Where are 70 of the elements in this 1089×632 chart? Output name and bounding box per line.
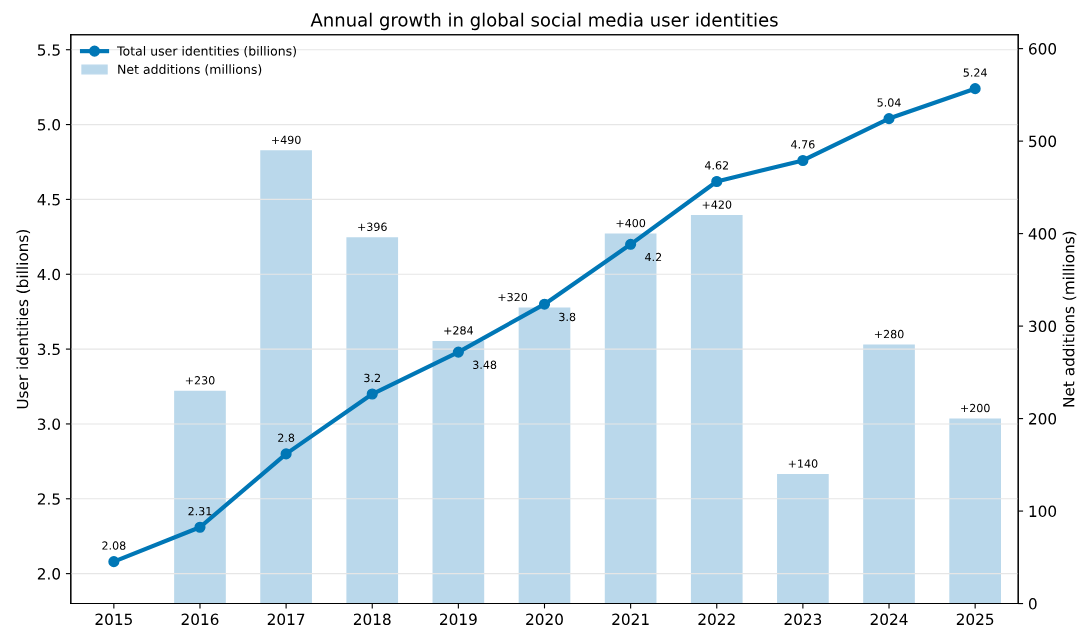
point	[711, 175, 723, 188]
x-tick-label: 2015	[95, 613, 132, 626]
x-tick-label: 2021	[612, 613, 649, 626]
data-label: 5.04	[877, 98, 901, 107]
y-tick-label: 2.5	[37, 493, 60, 505]
x-tick-label: 2023	[784, 613, 822, 626]
bar	[690, 215, 743, 604]
y2-tick-label: 100	[1029, 505, 1057, 518]
x-tick-label: 2024	[870, 613, 908, 626]
data-label: +200	[961, 403, 990, 413]
bar	[777, 474, 829, 604]
point	[797, 154, 809, 167]
data-label: +230	[185, 376, 215, 385]
y-axis-title: User identities (billions)	[16, 229, 31, 409]
x-tick-label: 2025	[956, 613, 994, 626]
y-tick-label: 4.5	[37, 194, 60, 206]
point	[883, 113, 895, 125]
data-label: +420	[702, 200, 732, 209]
x-tick-label: 2018	[353, 613, 391, 626]
legend-label: Net additions (millions)	[118, 64, 262, 76]
chart-title: Annual growth in global social media user identities	[310, 12, 778, 31]
y2-tick-label: 300	[1029, 320, 1057, 333]
data-label: +140	[788, 459, 818, 468]
bar	[260, 150, 312, 604]
bar	[174, 390, 226, 604]
y-tick-label: 4.0	[37, 268, 61, 281]
data-label: +400	[616, 218, 646, 228]
data-label: +280	[874, 329, 904, 339]
point	[625, 238, 637, 250]
point	[538, 298, 551, 310]
data-label: 3.48	[473, 360, 497, 370]
y2-tick-label: 400	[1028, 228, 1057, 240]
data-label: +396	[358, 222, 387, 231]
point	[108, 556, 120, 568]
data-label: +490	[272, 135, 301, 145]
y-tick-label: 5.0	[37, 119, 61, 131]
data-label: 2.8	[278, 433, 295, 442]
bar	[949, 418, 1001, 604]
data-label: 4.2	[645, 252, 662, 262]
y2-tick-label: 200	[1029, 413, 1057, 425]
y-tick-label: 2.0	[37, 568, 61, 580]
y2-tick-label: 600	[1029, 43, 1057, 55]
bar	[346, 237, 399, 604]
bar	[863, 344, 915, 604]
point	[452, 346, 464, 358]
data-label: 5.24	[963, 68, 987, 77]
x-tick-label: 2017	[267, 613, 305, 626]
point	[366, 388, 378, 400]
y-tick-label: 3.0	[37, 418, 61, 430]
data-label: 2.31	[188, 506, 212, 516]
x-tick-label: 2019	[440, 613, 477, 626]
legend-label: Total user identities (billions)	[117, 46, 296, 58]
point	[194, 521, 206, 533]
point	[280, 448, 292, 460]
data-label: 3.2	[364, 373, 380, 383]
data-label: +320	[498, 292, 528, 302]
data-label: 2.08	[102, 541, 126, 550]
data-label: 4.62	[704, 161, 729, 170]
x-tick-label: 2022	[698, 613, 735, 626]
y2-tick-label: 0	[1028, 598, 1037, 610]
y2-axis-title: Net additions (millions)	[1062, 231, 1077, 407]
y-tick-label: 3.5	[37, 343, 60, 356]
data-label: +284	[444, 326, 473, 335]
data-label: 3.8	[559, 312, 576, 322]
x-tick-label: 2016	[181, 613, 219, 626]
point	[969, 83, 981, 95]
y-tick-label: 5.5	[37, 44, 60, 56]
y2-tick-label: 500	[1029, 135, 1057, 148]
x-tick-label: 2020	[526, 613, 563, 626]
data-label: 4.76	[791, 140, 815, 149]
